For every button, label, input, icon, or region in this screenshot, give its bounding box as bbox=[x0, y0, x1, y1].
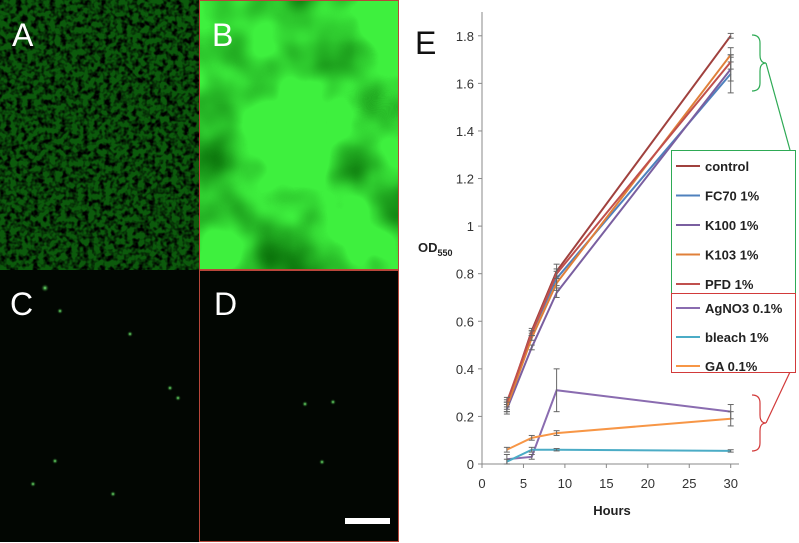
x-tick-label: 0 bbox=[478, 476, 485, 491]
panel-label: A bbox=[12, 17, 34, 53]
error-bar bbox=[528, 446, 535, 453]
error-bar bbox=[553, 430, 560, 436]
plot: 0 0.2 0.4 0.6 0.8 1 1.2 1.4 1.6 1.8 0 5 10 15 20 25 30 bbox=[456, 12, 739, 491]
series-line bbox=[505, 68, 732, 410]
error-bar bbox=[727, 411, 734, 427]
y-axis-label-main: OD bbox=[418, 240, 438, 255]
connector bbox=[765, 62, 791, 151]
y-tick-label: 1.4 bbox=[456, 124, 474, 139]
panel-label: C bbox=[10, 286, 33, 322]
x-tick-label: 25 bbox=[682, 476, 696, 491]
y-tick-label: 1.8 bbox=[456, 29, 474, 44]
y-tick-label: 0.2 bbox=[456, 409, 474, 424]
y-axis-label-sub: 550 bbox=[438, 248, 453, 258]
error-bar bbox=[528, 453, 535, 460]
y-tick-label: 0.6 bbox=[456, 314, 474, 329]
y-tick-label: 0.4 bbox=[456, 362, 474, 377]
x-tick-label: 30 bbox=[723, 476, 737, 491]
legend-label: control bbox=[705, 159, 749, 174]
legend-label: AgNO3 0.1% bbox=[705, 301, 783, 316]
connector bbox=[765, 371, 791, 424]
error-bar bbox=[727, 54, 734, 70]
error-bar bbox=[503, 446, 510, 453]
y-tick-label: 1.2 bbox=[456, 172, 474, 187]
brace bbox=[751, 394, 767, 452]
error-bar bbox=[727, 32, 734, 39]
error-bar bbox=[503, 396, 510, 408]
scale-bar bbox=[345, 518, 390, 524]
panel-b: B bbox=[199, 0, 399, 270]
panel-label: D bbox=[214, 286, 237, 322]
error-bar bbox=[727, 449, 734, 453]
error-bar bbox=[503, 458, 510, 465]
y-tick-label: 0 bbox=[467, 457, 474, 472]
panel-d: D bbox=[199, 270, 399, 542]
error-bar bbox=[528, 330, 535, 337]
x-axis-label: Hours bbox=[593, 503, 631, 518]
legend-label: bleach 1% bbox=[705, 330, 769, 345]
y-tick-label: 1.6 bbox=[456, 76, 474, 91]
error-bar bbox=[553, 448, 560, 452]
series-line bbox=[506, 417, 731, 451]
legend-label: K100 1% bbox=[705, 218, 759, 233]
series-line bbox=[506, 389, 731, 461]
error-bar bbox=[553, 268, 560, 279]
legend-group-box bbox=[671, 293, 796, 373]
legend-label: GA 0.1% bbox=[705, 359, 758, 374]
x-tick-label: 5 bbox=[520, 476, 527, 491]
legend-label: PFD 1% bbox=[705, 277, 754, 292]
x-tick-label: 10 bbox=[558, 476, 572, 491]
x-tick-label: 15 bbox=[599, 476, 613, 491]
y-tick-label: 0.8 bbox=[456, 267, 474, 282]
y-tick-label: 1 bbox=[467, 219, 474, 234]
x-tick-label: 20 bbox=[641, 476, 655, 491]
panel-c: C bbox=[0, 270, 199, 542]
legend-label: FC70 1% bbox=[705, 189, 760, 204]
y-axis-label: OD550 bbox=[418, 240, 453, 258]
error-bar bbox=[528, 434, 535, 441]
brace bbox=[751, 34, 767, 92]
series-line bbox=[506, 448, 731, 463]
panel-a: A bbox=[0, 0, 199, 270]
legend: control FC70 1% K100 1% K103 1% PFD 1% AgNO3 … bbox=[676, 159, 783, 374]
panel-label: B bbox=[212, 17, 233, 53]
panel-label: E bbox=[415, 25, 436, 61]
error-bar bbox=[553, 368, 560, 413]
series-line bbox=[505, 61, 732, 403]
legend-label: K103 1% bbox=[705, 248, 759, 263]
